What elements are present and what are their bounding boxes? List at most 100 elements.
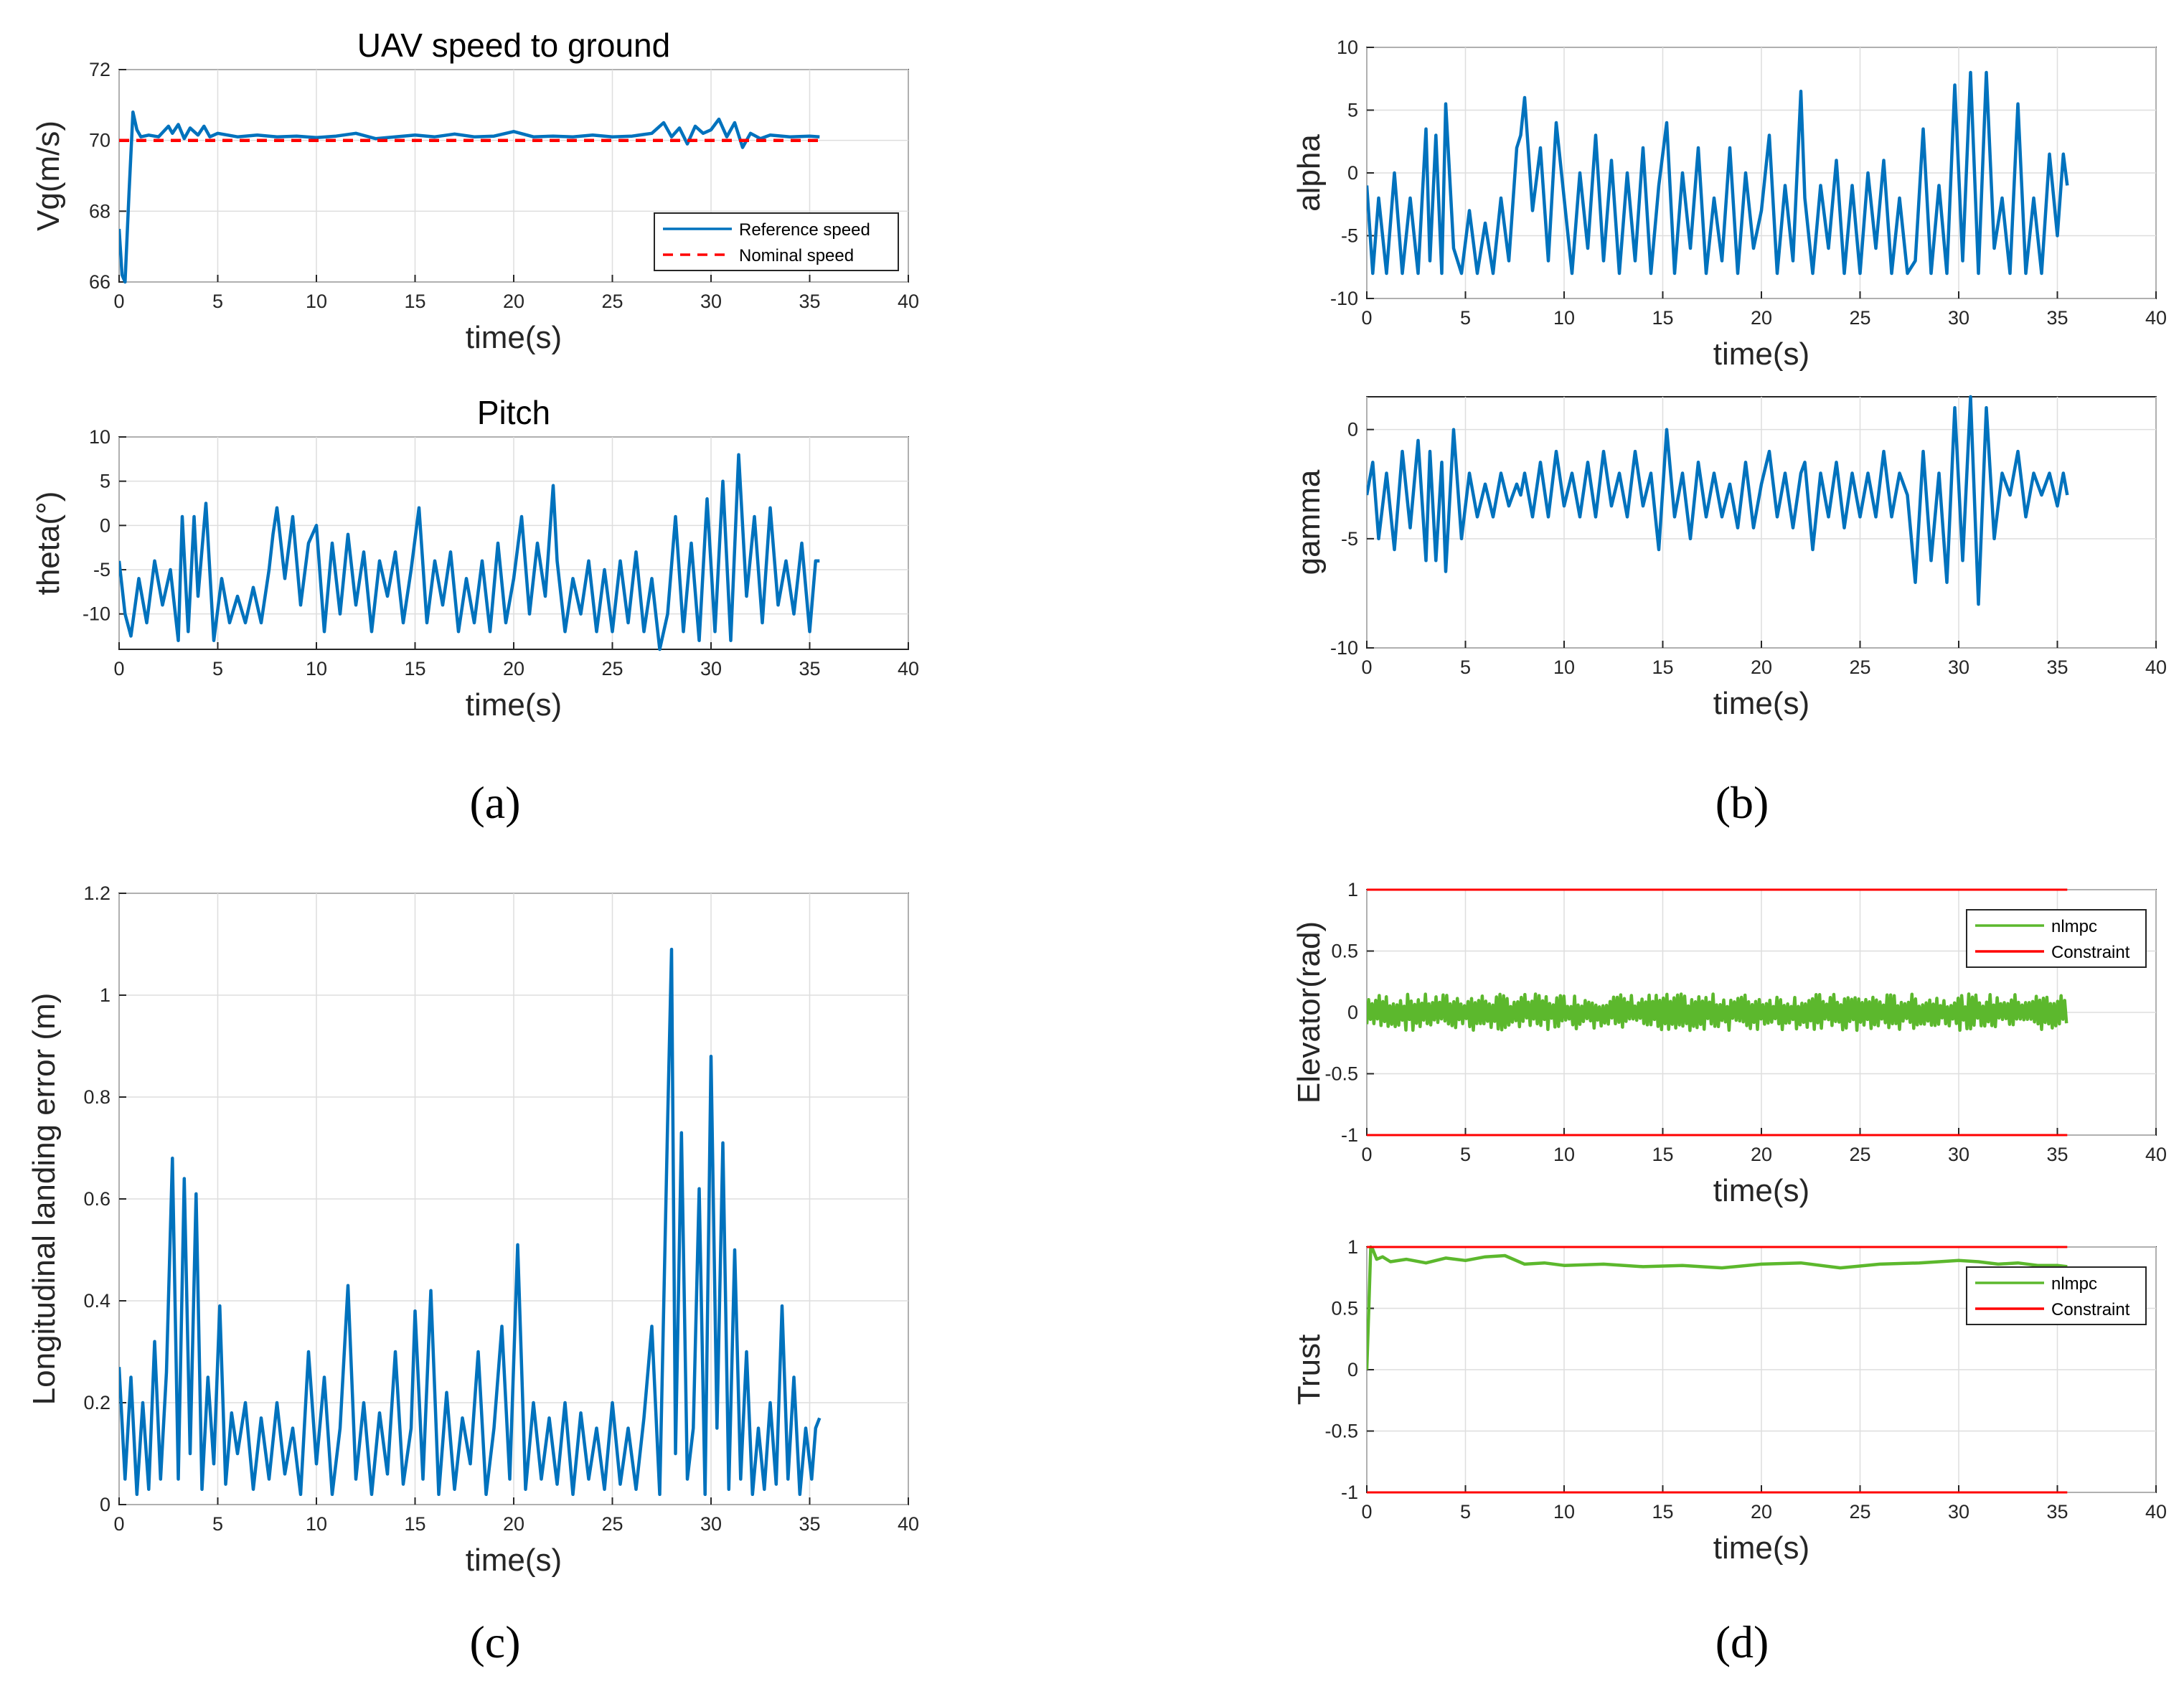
- pitch-ytick-label: 10: [89, 426, 110, 448]
- speed-xtick-label: 15: [404, 291, 425, 312]
- trust-ylabel: Trust: [1291, 1335, 1327, 1406]
- alpha-series-alpha: [1367, 70, 2069, 276]
- landing-xtick-label: 10: [306, 1513, 327, 1535]
- elevator-legend-label: nlmpc: [2051, 917, 2097, 936]
- alpha-xtick-label: 40: [2145, 307, 2167, 329]
- gamma-xtick-label: 5: [1460, 657, 1471, 678]
- pitch-xtick-label: 20: [503, 658, 524, 679]
- speed-chart: 0 5 10 15 20 25 30 35 40 66 68 70 72 UAV speed to gro…: [31, 27, 919, 355]
- elevator-xtick-label: 20: [1751, 1144, 1772, 1165]
- speed-xtick-label: 5: [212, 291, 223, 312]
- elevator-ytick-label: 0: [1347, 1002, 1358, 1023]
- speed-ylabel: Vg(m/s): [31, 121, 66, 231]
- trust-xtick-label: 30: [1948, 1501, 1969, 1523]
- gamma-xtick-label: 30: [1948, 657, 1969, 678]
- gamma-xtick-label: 10: [1553, 657, 1575, 678]
- elevator-xtick-label: 25: [1849, 1144, 1870, 1165]
- landing-xtick-label: 40: [898, 1513, 919, 1535]
- elevator-xtick-label: 0: [1361, 1144, 1372, 1165]
- pitch-ylabel: theta(°): [31, 491, 66, 596]
- gamma-xtick-label: 20: [1751, 657, 1772, 678]
- trust-xtick-label: 0: [1361, 1501, 1372, 1523]
- speed-legend-label: Reference speed: [739, 220, 870, 240]
- speed-title: UAV speed to ground: [357, 27, 670, 64]
- landing-ytick-label: 0.8: [83, 1086, 110, 1108]
- alpha-chart: 0 5 10 15 20 25 30 35 40 -10 -5 0 5 10 time(s) alpha: [1291, 37, 2167, 372]
- alpha-ylabel: alpha: [1291, 134, 1327, 212]
- speed-legend: Reference speed Nominal speed: [654, 212, 899, 271]
- landing-series-error: [119, 947, 822, 1497]
- elevator-xtick-label: 30: [1948, 1144, 1969, 1165]
- speed-xtick-label: 10: [306, 291, 327, 312]
- pitch-xtick-label: 40: [898, 658, 919, 679]
- trust-xtick-label: 5: [1460, 1501, 1471, 1523]
- trust-xtick-label: 20: [1751, 1501, 1772, 1523]
- landing-xtick-label: 30: [700, 1513, 722, 1535]
- speed-xlabel: time(s): [466, 320, 562, 355]
- elevator-xlabel: time(s): [1713, 1173, 1809, 1208]
- gamma-xtick-label: 0: [1361, 657, 1372, 678]
- speed-ytick-label: 70: [89, 130, 110, 151]
- landing-xtick-label: 35: [799, 1513, 820, 1535]
- landing-ytick-label: 1: [100, 984, 110, 1006]
- panel-label-d: (d): [1715, 1617, 1769, 1667]
- trust-ytick-label: 0.5: [1331, 1298, 1358, 1319]
- pitch-xtick-label: 30: [700, 658, 722, 679]
- speed-xtick-label: 0: [113, 291, 124, 312]
- alpha-xtick-label: 30: [1948, 307, 1969, 329]
- trust-xtick-label: 35: [2046, 1501, 2068, 1523]
- gamma-ytick-label: -10: [1330, 637, 1358, 659]
- panel-label-b: (b): [1715, 777, 1769, 828]
- alpha-xtick-label: 10: [1553, 307, 1575, 329]
- pitch-series-theta: [119, 453, 820, 651]
- elevator-ytick-label: 0.5: [1331, 941, 1358, 962]
- speed-legend-box: [654, 212, 899, 271]
- alpha-ytick-label: 10: [1337, 37, 1358, 58]
- pitch-ytick-label: -5: [93, 559, 110, 580]
- elevator-ylabel: Elevator(rad): [1291, 921, 1327, 1104]
- trust-legend-box: [1966, 1266, 2147, 1325]
- gamma-xtick-label: 40: [2145, 657, 2167, 678]
- landing-xtick-label: 20: [503, 1513, 524, 1535]
- elevator-xtick-label: 5: [1460, 1144, 1471, 1165]
- pitch-xtick-label: 10: [306, 658, 327, 679]
- landing-ytick-label: 0: [100, 1494, 110, 1515]
- alpha-xlabel: time(s): [1713, 337, 1809, 372]
- speed-series-reference-speed: [119, 110, 820, 284]
- panel-label-a: (a): [469, 777, 520, 828]
- trust-series-nlmpc: [1367, 1245, 2068, 1370]
- trust-ytick-label: -0.5: [1324, 1421, 1358, 1442]
- trust-xtick-label: 15: [1652, 1501, 1673, 1523]
- trust-xtick-label: 25: [1849, 1501, 1870, 1523]
- trust-xtick-label: 10: [1553, 1501, 1575, 1523]
- alpha-ytick-label: 5: [1347, 100, 1358, 121]
- trust-ytick-label: 1: [1347, 1236, 1358, 1258]
- elevator-legend: nlmpc Constraint: [1966, 909, 2147, 968]
- landing-xtick-label: 15: [404, 1513, 425, 1535]
- pitch-xtick-label: 0: [113, 658, 124, 679]
- speed-ytick-label: 66: [89, 271, 110, 293]
- alpha-ytick-label: -10: [1330, 288, 1358, 309]
- pitch-xtick-label: 35: [799, 658, 820, 679]
- landing-ytick-label: 0.4: [83, 1290, 110, 1312]
- alpha-xtick-label: 15: [1652, 307, 1673, 329]
- trust-legend: nlmpc Constraint: [1966, 1266, 2147, 1325]
- elevator-chart: 0 5 10 15 20 25 30 35 40 -1 -0.5 0 0.5 1 time(s) Elevat…: [1291, 879, 2167, 1208]
- elevator-legend-label: Constraint: [2051, 943, 2130, 962]
- pitch-ytick-label: 0: [100, 514, 110, 536]
- speed-xtick-label: 35: [799, 291, 820, 312]
- gamma-xtick-label: 15: [1652, 657, 1673, 678]
- pitch-chart: 0 5 10 15 20 25 30 35 40 -10 -5 0 5 10 Pitch time(s) the…: [31, 394, 919, 723]
- speed-ytick-label: 72: [89, 59, 110, 80]
- trust-ytick-label: 0: [1347, 1359, 1358, 1380]
- gamma-xtick-label: 25: [1849, 657, 1870, 678]
- gamma-xlabel: time(s): [1713, 686, 1809, 721]
- trust-ytick-label: -1: [1341, 1482, 1358, 1503]
- trust-legend-label: nlmpc: [2051, 1274, 2097, 1294]
- elevator-xtick-label: 10: [1553, 1144, 1575, 1165]
- pitch-xtick-label: 5: [212, 658, 223, 679]
- elevator-xtick-label: 15: [1652, 1144, 1673, 1165]
- elevator-xtick-label: 40: [2145, 1144, 2167, 1165]
- pitch-xtick-label: 15: [404, 658, 425, 679]
- pitch-xlabel: time(s): [466, 687, 562, 723]
